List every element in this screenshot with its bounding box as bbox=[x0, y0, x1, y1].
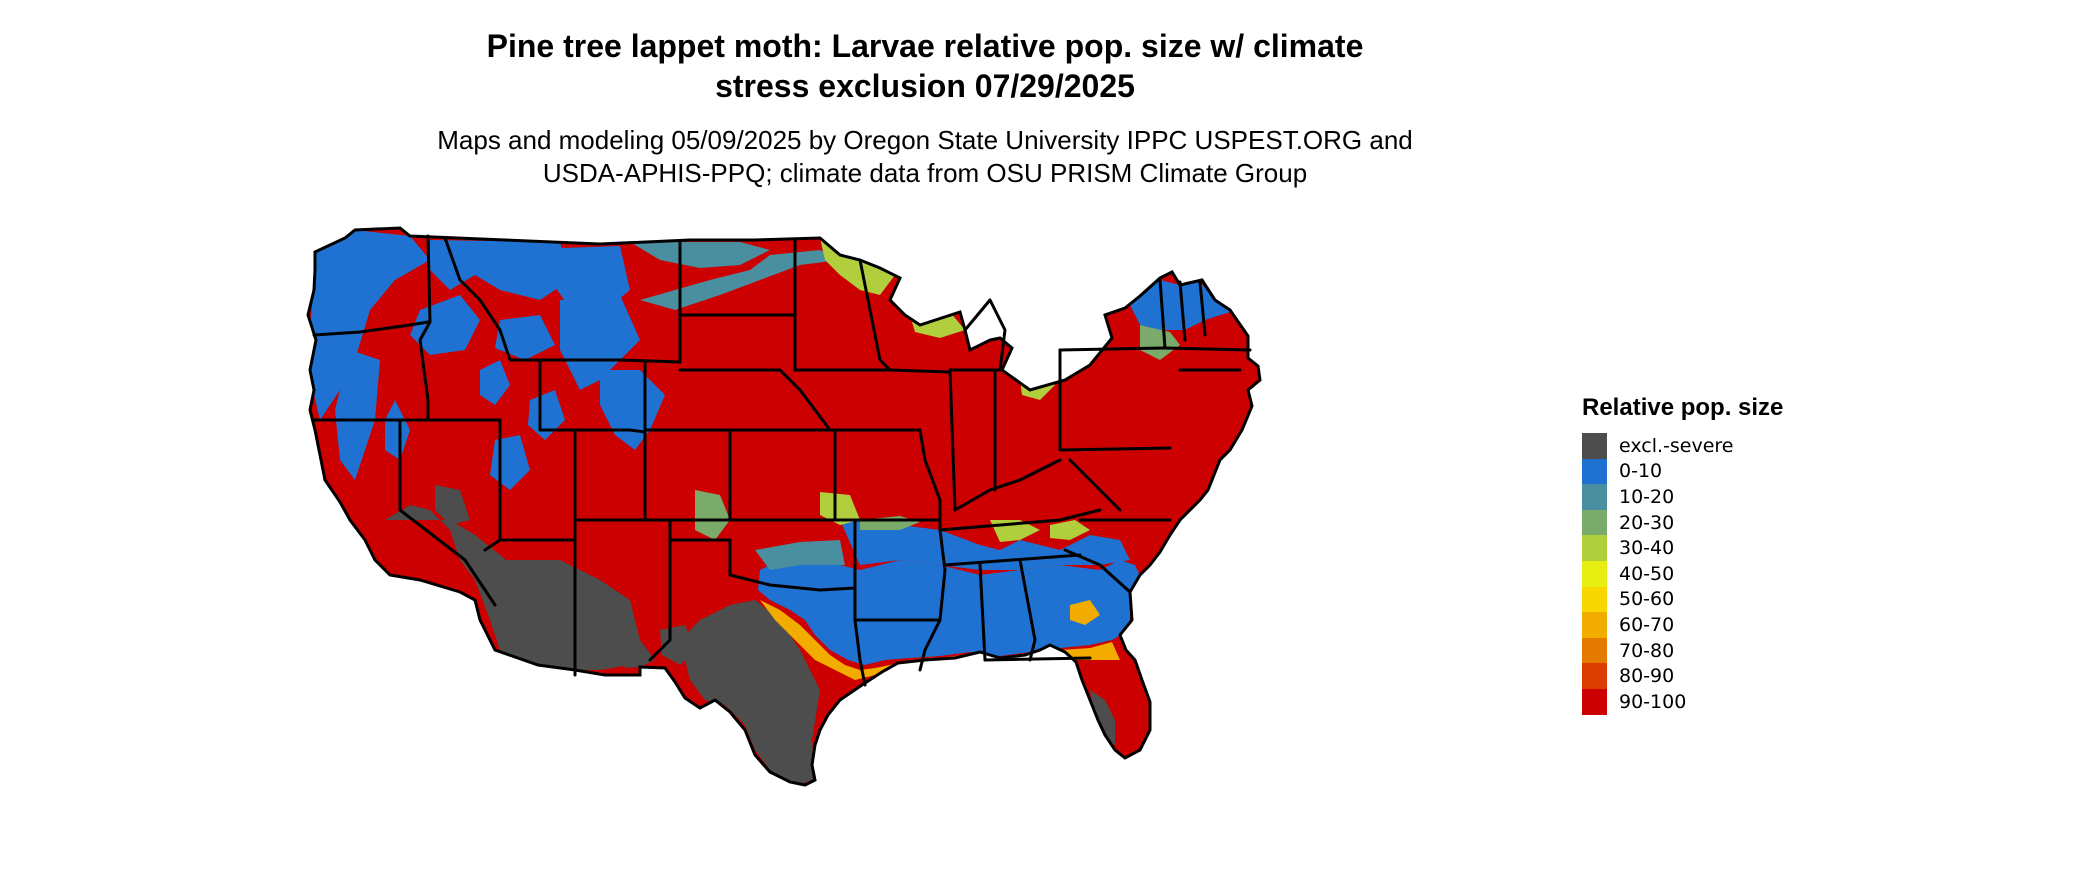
legend-label: excl.-severe bbox=[1619, 434, 1734, 457]
legend-label: 10-20 bbox=[1619, 485, 1675, 508]
legend-label: 0-10 bbox=[1619, 460, 1663, 483]
legend-swatch bbox=[1582, 637, 1607, 664]
legend-label: 30-40 bbox=[1619, 537, 1675, 560]
legend-swatch bbox=[1582, 586, 1607, 613]
legend-item: 50-60 bbox=[1582, 586, 1783, 613]
legend-label: 80-90 bbox=[1619, 665, 1675, 688]
legend-item: 30-40 bbox=[1582, 535, 1783, 561]
legend-swatch bbox=[1582, 484, 1607, 510]
legend-title: Relative pop. size bbox=[1582, 394, 1784, 421]
legend-item: 90-100 bbox=[1582, 688, 1783, 715]
legend-item: 80-90 bbox=[1582, 663, 1783, 689]
legend-swatch bbox=[1582, 433, 1607, 459]
legend-label: 60-70 bbox=[1619, 613, 1675, 636]
map-subtitle-line-1: Maps and modeling 05/09/2025 by Oregon S… bbox=[437, 125, 1413, 155]
us-map bbox=[300, 220, 1550, 890]
legend-label: 40-50 bbox=[1619, 562, 1675, 585]
legend-items: excl.-severe 0-10 10-20 20-30 30-40 40-50 50-6… bbox=[1582, 433, 1783, 715]
map-subtitle-line-2: USDA-APHIS-PPQ; climate data from OSU PR… bbox=[542, 158, 1308, 188]
map-title-line-1: Pine tree lappet moth: Larvae relative p… bbox=[486, 28, 1364, 64]
suitability-layer bbox=[308, 228, 1260, 785]
map-legend: Relative pop. size excl.-severe 0-10 10-20… bbox=[1582, 393, 1783, 715]
us-map-svg bbox=[306, 226, 1262, 787]
legend-label: 50-60 bbox=[1619, 588, 1675, 611]
legend-item: 0-10 bbox=[1582, 458, 1783, 485]
legend-label: 20-30 bbox=[1619, 511, 1675, 534]
legend-swatch bbox=[1582, 612, 1607, 638]
legend-swatch bbox=[1582, 458, 1607, 485]
legend-item: 70-80 bbox=[1582, 637, 1783, 664]
legend-swatch bbox=[1582, 535, 1607, 561]
legend-item: 60-70 bbox=[1582, 612, 1783, 638]
legend-item: excl.-severe bbox=[1582, 433, 1783, 459]
legend-item: 20-30 bbox=[1582, 509, 1783, 536]
map-title-line-2: stress exclusion 07/29/2025 bbox=[715, 68, 1135, 104]
state-borders bbox=[312, 234, 1252, 687]
legend-label: 90-100 bbox=[1619, 690, 1687, 713]
legend-swatch bbox=[1582, 509, 1607, 536]
legend-swatch bbox=[1582, 688, 1607, 715]
legend-item: 10-20 bbox=[1582, 484, 1783, 510]
legend-item: 40-50 bbox=[1582, 560, 1783, 587]
legend-label: 70-80 bbox=[1619, 639, 1675, 662]
legend-swatch bbox=[1582, 560, 1607, 587]
legend-swatch bbox=[1582, 663, 1607, 689]
